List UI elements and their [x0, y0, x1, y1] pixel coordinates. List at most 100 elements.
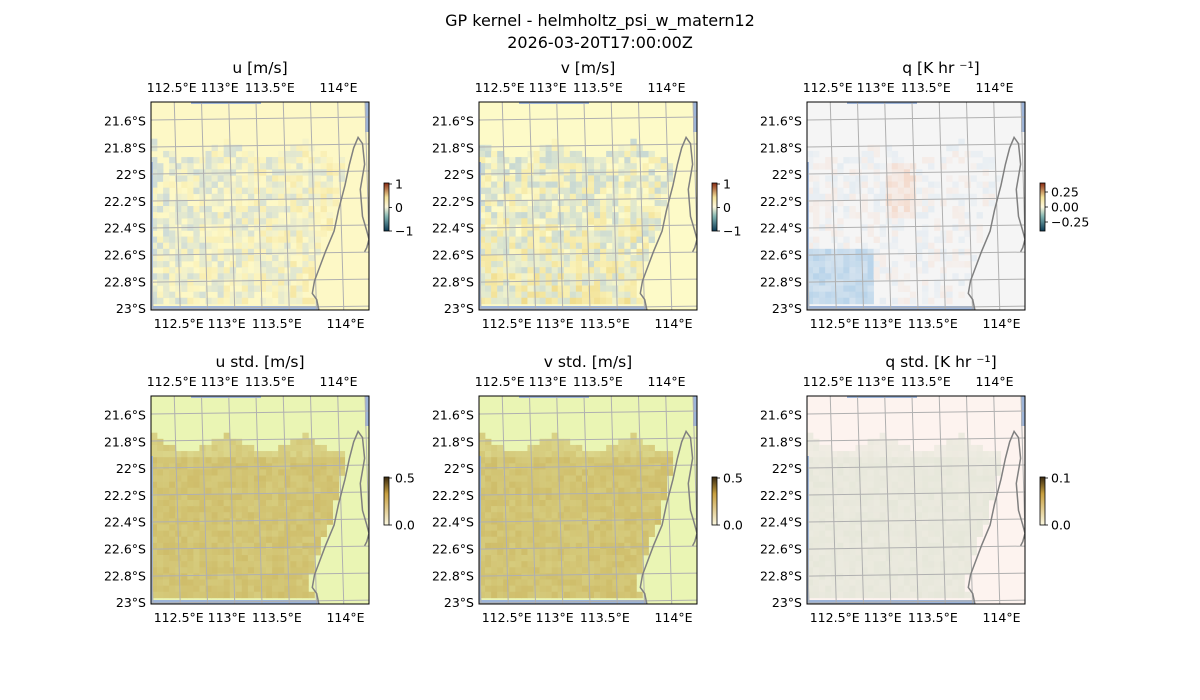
heatmap-cell [885, 573, 893, 580]
heatmap-cell [618, 181, 625, 188]
heatmap-cell [916, 524, 923, 531]
heatmap-cell [266, 500, 273, 507]
heatmap-cell [223, 224, 231, 231]
heatmap-cell [521, 567, 528, 574]
heatmap-cell [934, 218, 941, 225]
heatmap-cell [964, 536, 971, 544]
heatmap-cell [575, 555, 583, 562]
heatmap-cell [855, 512, 862, 519]
heatmap-cell [485, 487, 492, 495]
heatmap-cell [624, 242, 631, 250]
gridline-lat [151, 251, 369, 256]
heatmap-cell [479, 267, 486, 274]
heatmap-cell [515, 242, 522, 250]
heatmap-cell [909, 457, 917, 464]
heatmap-cell [193, 530, 200, 538]
heatmap-cell [533, 548, 540, 556]
heatmap-cell [199, 524, 206, 531]
heatmap-cell [296, 224, 303, 231]
ocean-border [519, 396, 589, 398]
heatmap-cell [909, 206, 917, 213]
heatmap-cell [825, 493, 832, 501]
heatmap-cell [211, 561, 218, 568]
heatmap-cell [588, 573, 595, 580]
heatmap-cell [843, 548, 850, 556]
heatmap-cell [606, 536, 613, 544]
heatmap-cell [199, 267, 206, 274]
x-tick-label-top: 113°E [857, 80, 895, 95]
gridline-lat [479, 545, 697, 550]
heatmap-cell [976, 524, 983, 531]
heatmap-cell [855, 481, 862, 489]
heatmap-cell [581, 542, 589, 550]
heatmap-cell [491, 199, 498, 207]
heatmap-cell [922, 157, 929, 164]
heatmap-cell [588, 451, 595, 458]
heatmap-cell [867, 254, 874, 262]
heatmap-cell [575, 224, 583, 231]
heatmap-cell [873, 579, 880, 586]
heatmap-cell [648, 206, 655, 213]
heatmap-cell [545, 291, 552, 299]
heatmap-cell [952, 206, 959, 213]
heatmap-cell [296, 487, 303, 495]
heatmap-cell [630, 469, 637, 476]
heatmap-cell [636, 175, 643, 182]
heatmap-cell [831, 512, 838, 519]
heatmap-cell [837, 542, 844, 550]
heatmap-cell [551, 524, 559, 531]
heatmap-cell [575, 591, 583, 599]
heatmap-cell [169, 481, 176, 489]
heatmap-cell [934, 457, 941, 464]
heatmap-cell [897, 542, 905, 550]
gridline-lat [151, 464, 369, 469]
heatmap-cell [296, 157, 303, 164]
heatmap-cell [843, 561, 850, 568]
gridline-lat [807, 143, 1025, 148]
heatmap-cell [636, 206, 643, 213]
heatmap-cell [290, 457, 297, 464]
heatmap-cell [557, 493, 565, 501]
heatmap-cell [588, 518, 595, 525]
gridline-lat [807, 224, 1025, 229]
heatmap-cell [612, 212, 619, 219]
heatmap-cell [503, 500, 510, 507]
heatmap-cell [588, 512, 595, 519]
heatmap-cell [211, 163, 218, 170]
heatmap-cell [527, 536, 534, 544]
heatmap-cell [557, 279, 565, 286]
heatmap-cell [539, 175, 546, 182]
heatmap-cell [247, 230, 255, 237]
heatmap-cell [205, 206, 212, 213]
gridline-lon [884, 102, 892, 310]
figure-timestamp: 2026-03-20T17:00:00Z [507, 33, 693, 52]
heatmap-cell [879, 530, 887, 538]
heatmap-cell [332, 451, 340, 458]
heatmap-cell [205, 536, 212, 544]
heatmap-cell [272, 187, 279, 195]
heatmap-cell [903, 481, 911, 489]
heatmap-cell [636, 500, 643, 507]
heatmap-cell [952, 469, 959, 476]
colorbar-bar [383, 182, 390, 232]
heatmap-cell [831, 291, 838, 299]
heatmap-cell [581, 267, 589, 274]
heatmap-cell [928, 493, 935, 501]
heatmap-cell [169, 218, 176, 225]
heatmap-cell [539, 285, 546, 292]
heatmap-cell [594, 530, 601, 538]
heatmap-cell [515, 279, 522, 286]
heatmap-cell [982, 193, 989, 201]
y-tick-label: 22.6°S [432, 248, 474, 263]
heatmap-cell [855, 524, 862, 531]
heatmap-cell [885, 512, 893, 519]
heatmap-cell [636, 493, 643, 501]
heatmap-cell [211, 279, 218, 286]
heatmap-cell [563, 157, 571, 164]
heatmap-cell [575, 297, 583, 305]
heatmap-cell [855, 236, 862, 244]
heatmap-cell [879, 585, 887, 593]
heatmap-cell [211, 144, 218, 152]
heatmap-cell [831, 500, 838, 507]
y-tick-label: 23°S [116, 595, 146, 610]
